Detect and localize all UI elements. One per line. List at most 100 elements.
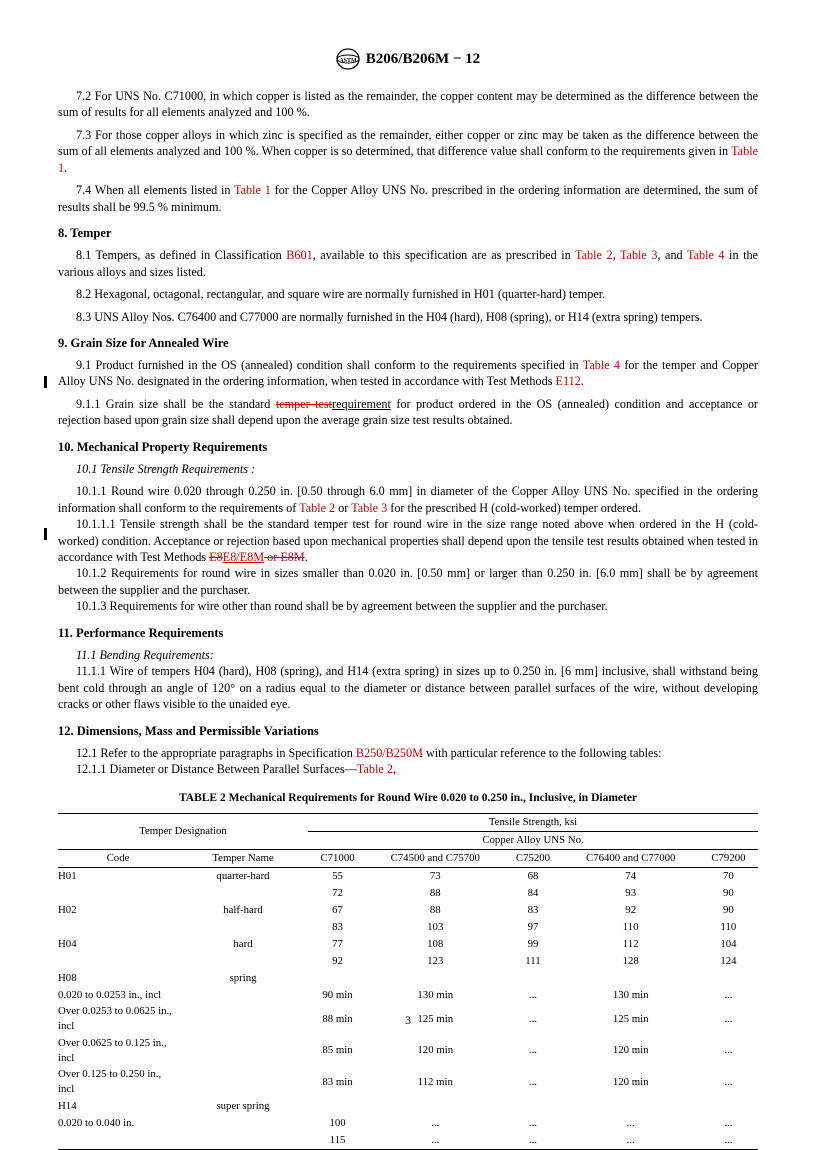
cell-value [503, 969, 562, 986]
cell-code: H02 [58, 902, 178, 919]
th-tensile: Tensile Strength, ksi [308, 813, 758, 831]
cell-temper-name: spring [178, 969, 308, 986]
cell-value: 99 [503, 936, 562, 953]
cell-value [563, 969, 699, 986]
cell-value: ... [699, 1035, 758, 1067]
cell-value: 90 [699, 885, 758, 902]
cell-temper-name [178, 1035, 308, 1067]
para-10-1-1: 10.1.1 Round wire 0.020 through 0.250 in… [58, 483, 758, 516]
ref-b250: B250/B250M [356, 746, 423, 760]
cell-temper-name [178, 986, 308, 1003]
table-row: H04hard7710899112104 [58, 936, 758, 953]
cell-value: 74 [563, 867, 699, 884]
cell-value: 120 min [563, 1066, 699, 1098]
cell-value: 100 [308, 1115, 367, 1132]
cell-value: 97 [503, 919, 562, 936]
para-11-1-1: 11.1.1 Wire of tempers H04 (hard), H08 (… [58, 663, 758, 712]
ref-table2: Table 2 [575, 248, 613, 262]
ref-table4: Table 4 [687, 248, 725, 262]
cell-temper-name: hard [178, 936, 308, 953]
document-header: ASTM B206/B206M − 12 [58, 48, 758, 70]
cell-code [58, 952, 178, 969]
cell-temper-name: super spring [178, 1098, 308, 1115]
para-12-1-1: 12.1.1 Diameter or Distance Between Para… [58, 761, 758, 777]
cell-value [699, 1098, 758, 1115]
page-number: 3 [0, 1012, 816, 1028]
cell-value: ... [503, 1066, 562, 1098]
cell-value: 90 min [308, 986, 367, 1003]
table-row: 92123111128124 [58, 952, 758, 969]
doc-number: B206/B206M − 12 [366, 49, 480, 69]
cell-value: 83 [503, 902, 562, 919]
cell-code: H08 [58, 969, 178, 986]
underline-requirement: requirement [332, 397, 391, 411]
th-c71000: C71000 [308, 849, 367, 867]
cell-value: 73 [367, 867, 503, 884]
cell-value: 72 [308, 885, 367, 902]
cell-value [563, 1098, 699, 1115]
cell-value: 84 [503, 885, 562, 902]
ref-table2: Table 2 [299, 501, 335, 515]
cell-value: 88 [367, 902, 503, 919]
cell-code: Over 0.125 to 0.250 in., incl [58, 1066, 178, 1098]
cell-code [58, 885, 178, 902]
cell-value: 130 min [367, 986, 503, 1003]
cell-code: 0.020 to 0.0253 in., incl [58, 986, 178, 1003]
cell-value: 83 min [308, 1066, 367, 1098]
cell-value [308, 969, 367, 986]
th-temper-name: Temper Name [178, 849, 308, 867]
para-12-1: 12.1 Refer to the appropriate paragraphs… [58, 745, 758, 761]
cell-value: 120 min [563, 1035, 699, 1067]
cell-value: 90 [699, 902, 758, 919]
cell-value: 108 [367, 936, 503, 953]
cell-value [308, 1098, 367, 1115]
cell-value: 130 min [563, 986, 699, 1003]
cell-value [699, 969, 758, 986]
cell-temper-name: half-hard [178, 902, 308, 919]
cell-value: ... [563, 1132, 699, 1149]
cell-value: ... [503, 1115, 562, 1132]
cell-temper-name [178, 919, 308, 936]
cell-value [367, 969, 503, 986]
cell-value: 92 [308, 952, 367, 969]
table-row: Over 0.0625 to 0.125 in., incl85 min120 … [58, 1035, 758, 1067]
cell-value: 67 [308, 902, 367, 919]
cell-temper-name: quarter-hard [178, 867, 308, 884]
table-row: 8310397110110 [58, 919, 758, 936]
th-c76400-c77000: C76400 and C77000 [563, 849, 699, 867]
table-row: 0.020 to 0.0253 in., incl90 min130 min..… [58, 986, 758, 1003]
section-8-title: 8. Temper [58, 225, 758, 242]
cell-value: 104 [699, 936, 758, 953]
cell-value: ... [699, 1132, 758, 1149]
para-11-1: 11.1 Bending Requirements: [58, 647, 758, 663]
cell-value: 68 [503, 867, 562, 884]
strike-or-e8m: or E8M [264, 550, 305, 564]
cell-value: ... [699, 1115, 758, 1132]
para-10-1-3: 10.1.3 Requirements for wire other than … [58, 598, 758, 614]
para-7-2: 7.2 For UNS No. C71000, in which copper … [58, 88, 758, 121]
cell-value: 110 [563, 919, 699, 936]
table-row: H01quarter-hard5573687470 [58, 867, 758, 884]
cell-value: 123 [367, 952, 503, 969]
cell-code [58, 919, 178, 936]
cell-value: 120 min [367, 1035, 503, 1067]
cell-value: 70 [699, 867, 758, 884]
cell-value: 124 [699, 952, 758, 969]
cell-code: H14 [58, 1098, 178, 1115]
table-2: Temper Designation Tensile Strength, ksi… [58, 813, 758, 1150]
svg-text:ASTM: ASTM [339, 58, 357, 64]
cell-value: ... [699, 986, 758, 1003]
para-8-3: 8.3 UNS Alloy Nos. C76400 and C77000 are… [58, 309, 758, 325]
table-row: H08spring [58, 969, 758, 986]
table-row: Over 0.125 to 0.250 in., incl83 min112 m… [58, 1066, 758, 1098]
cell-temper-name [178, 1115, 308, 1132]
para-10-1-2: 10.1.2 Requirements for round wire in si… [58, 565, 758, 598]
para-10-1-1-1: 10.1.1.1 Tensile strength shall be the s… [58, 516, 758, 565]
strike-e8: E8 [209, 550, 223, 564]
cell-value [503, 1098, 562, 1115]
cell-temper-name [178, 1132, 308, 1149]
para-7-3: 7.3 For those copper alloys in which zin… [58, 127, 758, 176]
th-temper-designation: Temper Designation [58, 813, 308, 849]
cell-code: 0.020 to 0.040 in. [58, 1115, 178, 1132]
cell-value: 111 [503, 952, 562, 969]
